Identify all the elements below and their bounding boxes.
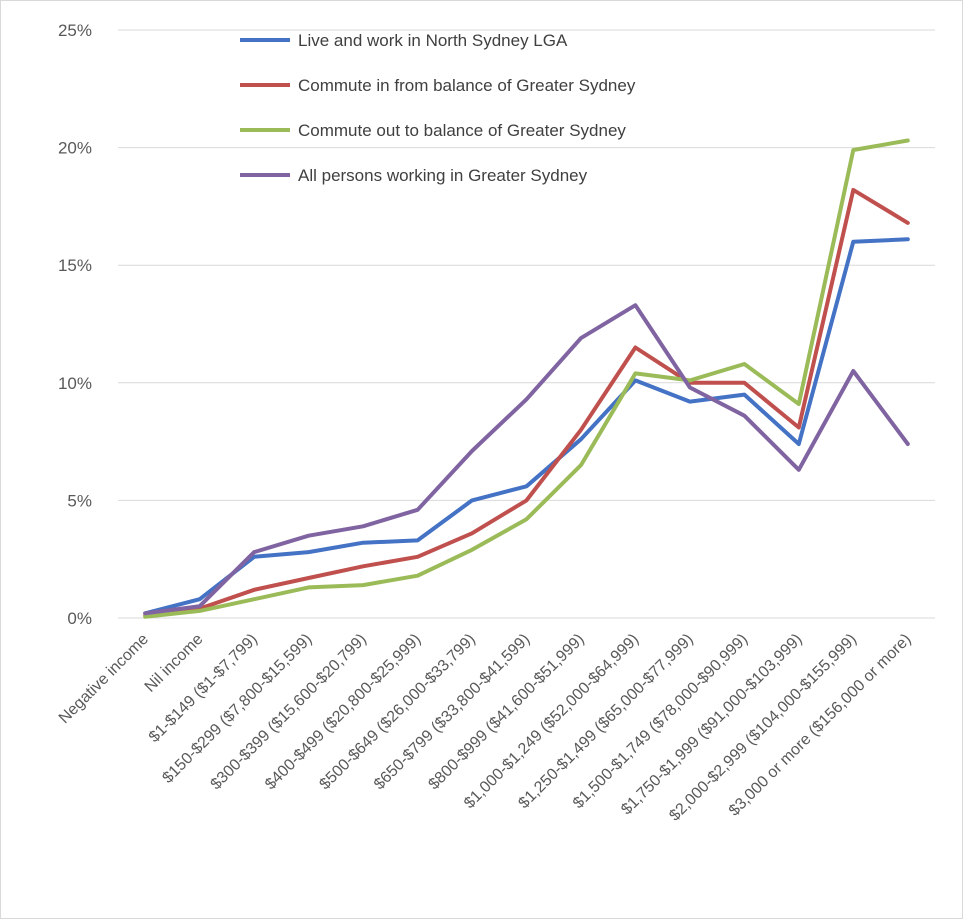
y-tick-label: 10% bbox=[58, 374, 92, 393]
legend-label-4: All persons working in Greater Sydney bbox=[298, 166, 588, 185]
gridlines bbox=[118, 29, 935, 619]
y-tick-label: 5% bbox=[67, 491, 92, 510]
legend-label-1: Live and work in North Sydney LGA bbox=[298, 31, 568, 50]
series-line-2 bbox=[143, 187, 910, 618]
legend-label-2: Commute in from balance of Greater Sydne… bbox=[298, 76, 636, 95]
y-tick-label: 25% bbox=[58, 21, 92, 40]
series-line-4 bbox=[143, 303, 910, 616]
legend-label-3: Commute out to balance of Greater Sydney bbox=[298, 121, 626, 140]
series-line-3 bbox=[143, 138, 910, 619]
y-tick-label: 15% bbox=[58, 256, 92, 275]
x-tick-label: Negative income bbox=[56, 631, 152, 727]
legend: Live and work in North Sydney LGA Commute… bbox=[240, 31, 636, 185]
y-axis-ticks: 0% 5% 10% 15% 20% 25% bbox=[58, 21, 92, 628]
y-tick-label: 0% bbox=[67, 609, 92, 628]
series-line-1 bbox=[143, 237, 910, 616]
series-lines bbox=[143, 138, 910, 619]
y-tick-label: 20% bbox=[58, 139, 92, 158]
x-tick-label: $1-$149 ($1-$7,799) bbox=[146, 631, 261, 746]
